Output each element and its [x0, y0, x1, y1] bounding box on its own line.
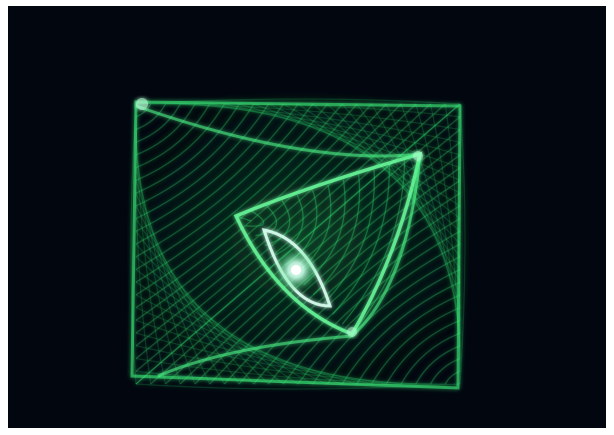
mesh-strand — [312, 256, 461, 385]
mesh-strand — [135, 345, 416, 385]
mesh-strand — [135, 103, 387, 321]
mesh-strand — [459, 103, 466, 385]
mesh-strand — [135, 103, 402, 334]
mesh-strand — [135, 294, 358, 385]
mesh-strand — [135, 103, 329, 271]
mesh-strand — [135, 256, 314, 385]
mesh-strand — [341, 281, 461, 385]
mesh-strand — [135, 357, 431, 385]
corner-highlight-top-left — [136, 98, 148, 110]
central-core — [291, 265, 301, 275]
lens-strand — [322, 169, 375, 305]
mesh-strand — [415, 345, 461, 385]
mesh-strand — [135, 103, 167, 131]
mesh-strand — [135, 103, 343, 283]
mesh-strand — [135, 268, 328, 385]
lens-strand — [312, 174, 361, 296]
lens-strand — [332, 164, 390, 315]
mesh-strand — [356, 294, 461, 385]
lens-strand — [245, 210, 265, 227]
mesh-strand — [341, 103, 461, 283]
mesh-strand — [135, 103, 225, 182]
mesh-strand — [326, 268, 461, 385]
lens-strand — [235, 215, 252, 222]
mesh-strand — [415, 103, 461, 346]
mesh-strand — [267, 217, 461, 385]
mesh-strand — [135, 103, 196, 156]
mesh-strand — [385, 319, 461, 385]
light-pattern-photo — [8, 6, 606, 428]
mesh-strand — [371, 306, 461, 385]
mesh-strand — [327, 103, 461, 270]
mesh-strand — [135, 103, 417, 347]
mesh-strand — [135, 103, 240, 194]
mesh-strand — [135, 103, 284, 232]
mesh-strand — [135, 103, 314, 258]
mesh-strand — [135, 103, 152, 118]
corner-highlight-right — [413, 151, 423, 161]
lens-strand — [274, 195, 304, 256]
mesh-strand — [356, 103, 461, 296]
light-pattern-svg — [8, 6, 606, 428]
mesh-strand — [135, 103, 461, 385]
mesh-strand — [135, 167, 211, 385]
mesh-strand — [312, 103, 461, 258]
mesh-strand — [135, 281, 343, 385]
mesh-strand — [194, 103, 461, 156]
mesh-strand — [400, 332, 461, 385]
mesh-strand — [135, 103, 446, 372]
mesh-strand — [135, 103, 373, 309]
mesh-strand — [282, 230, 461, 385]
inner-diamond-outline — [233, 151, 423, 337]
lens-strand — [341, 159, 406, 325]
mesh-strand — [135, 103, 299, 245]
lens-strand — [255, 205, 278, 237]
mesh-strand — [135, 103, 211, 169]
mesh-strand — [297, 243, 461, 385]
outer-square-outline — [130, 100, 462, 390]
mesh-strand — [135, 154, 196, 385]
mesh-strand — [135, 103, 270, 220]
corner-highlight-bottom — [347, 327, 357, 337]
mesh-strand — [135, 103, 181, 143]
large-diamond-outline — [135, 104, 422, 378]
mesh-strand — [135, 103, 255, 207]
lens-strand — [264, 200, 291, 247]
